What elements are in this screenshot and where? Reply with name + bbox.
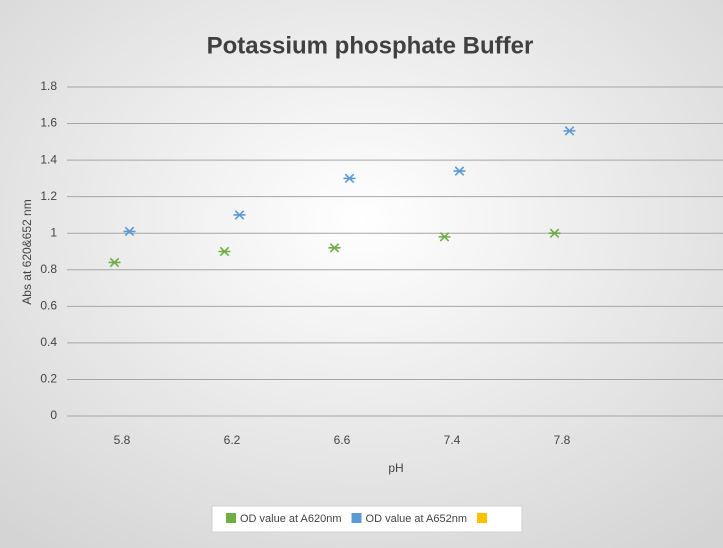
y-tick-label: 1.2 (40, 189, 57, 203)
y-tick-label: 0.8 (40, 262, 57, 276)
chart-title: Potassium phosphate Buffer (207, 32, 534, 59)
data-point (438, 232, 451, 242)
x-tick-label: 7.4 (444, 433, 461, 447)
data-point (218, 246, 231, 257)
data-point (123, 226, 136, 237)
y-tick-label: 0.2 (40, 372, 57, 386)
y-tick-label: 0 (50, 408, 57, 422)
legend-swatch (226, 513, 236, 523)
x-tick-label: 6.2 (224, 433, 241, 447)
legend-label: OD value at A620nm (240, 513, 342, 525)
data-point (108, 257, 121, 268)
data-point (453, 166, 466, 176)
data-point (328, 243, 341, 253)
x-tick-label: 6.6 (334, 433, 351, 447)
legend-swatch (351, 513, 362, 523)
data-point (548, 228, 561, 238)
y-tick-label: 0.4 (40, 335, 57, 349)
legend (211, 505, 523, 533)
y-tick-label: 0.6 (40, 299, 57, 313)
legend-label: OD value at A652nm (366, 513, 468, 525)
data-point (343, 173, 356, 184)
y-axis-label: Abs at 620&652 nm (20, 199, 34, 304)
y-tick-label: 1.4 (40, 152, 57, 166)
y-tick-label: 1 (50, 225, 57, 239)
x-tick-label: 5.8 (114, 433, 131, 447)
legend-swatch (477, 513, 488, 523)
y-tick-label: 1.8 (40, 79, 57, 93)
y-tick-label: 1.6 (40, 116, 57, 130)
data-point (563, 126, 576, 136)
x-axis-label: pH (388, 461, 403, 475)
data-point (233, 210, 246, 220)
x-tick-label: 7.8 (554, 433, 571, 447)
